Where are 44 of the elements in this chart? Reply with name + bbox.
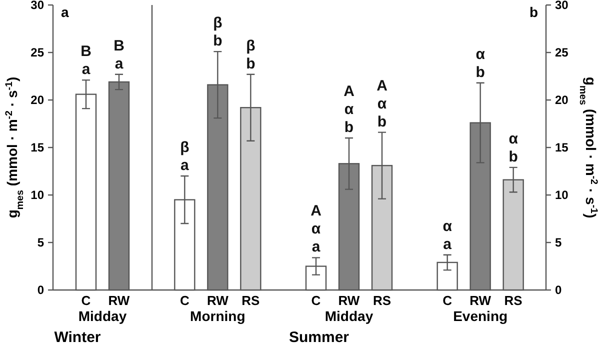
x-axis-title: Winter [54,329,101,346]
text: C [311,293,321,308]
text: RW [338,293,360,308]
y2-tick-label: 5 [555,236,562,250]
x-tick-label: Midday [324,308,374,324]
data-label: β a [180,139,190,174]
series-label: RW [108,293,130,308]
y-tick-label: 30 [30,0,44,12]
y2-tick-label: 25 [555,46,569,60]
data-label: α b [508,130,519,166]
data-label: β b [213,14,222,50]
data-label: α b [476,46,486,81]
y-tick-label: 5 [37,236,44,250]
data-label: A α b [376,77,388,130]
x-tick-label: Morning [190,308,246,324]
chart-title: a [61,4,69,20]
text: RW [470,293,492,308]
data-label: β b [246,37,256,72]
y-tick-label: 20 [30,93,44,108]
y-tick-label: 10 [30,188,44,202]
x-tick-label: Evening [453,308,508,324]
y2-tick-label: 0 [555,283,562,298]
x-axis-title: Summer [288,329,350,346]
text: C [442,293,452,308]
text: RS [504,293,522,308]
y2-tick-label: 30 [555,0,569,12]
data-label: A α a [310,202,322,256]
data-label: B a [114,37,125,72]
chart-title: b [529,4,538,20]
series-label: RW [206,293,230,308]
y-tick-label: 25 [30,46,44,60]
y2-tick-label: 15 [555,140,569,155]
text: RS [372,293,392,308]
data-label: B a [80,43,92,78]
series-label: RS [242,293,260,308]
data-label: A α b [344,83,355,136]
series-label: C [81,293,92,308]
y2-tick-label: 10 [555,188,569,202]
y-tick-label: 0 [37,283,44,298]
x-tick-label: Midday [78,308,127,324]
y-tick-label: 15 [30,140,44,155]
data-label: α a [442,218,453,253]
series-label: C [180,293,190,308]
y2-tick-label: 20 [555,93,569,108]
